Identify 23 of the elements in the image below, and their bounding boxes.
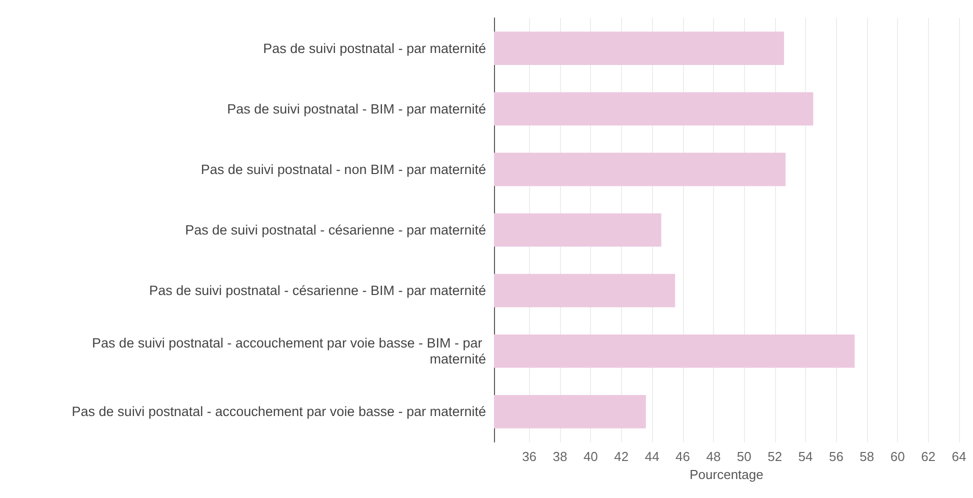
x-tick-label: 38 [552, 449, 568, 464]
x-tick-label: 48 [706, 449, 721, 464]
x-tick-label: 50 [736, 449, 752, 464]
x-tick-label: 44 [644, 449, 660, 464]
x-tick-label: 36 [522, 449, 537, 464]
x-tick-label: 62 [921, 449, 936, 464]
x-tick-label: 46 [676, 449, 690, 464]
x-tick-label: 40 [583, 449, 598, 464]
y-tick-label: Pas de suivi postnatal - césarienne - BIM - par maternité [149, 283, 486, 298]
y-tick-label: Pas de suivi postnatal - accouchement par voie basse - BIM - par maternité [92, 336, 486, 367]
y-tick-label: Pas de suivi postnatal - césarienne - par maternité [185, 222, 486, 238]
y-tick-label: Pas de suivi postnatal - accouchement par voie basse - par maternité [72, 404, 486, 420]
y-tick-label: Pas de suivi postnatal - non BIM - par maternité [200, 162, 486, 177]
x-tick-label: 56 [828, 449, 844, 464]
y-tick-label: Pas de suivi postnatal - par maternité [263, 40, 486, 56]
y-tick-label: Pas de suivi postnatal - BIM - par maternité [227, 101, 486, 116]
x-tick-label: 58 [860, 449, 874, 464]
x-axis-title: Pourcentage [690, 466, 764, 482]
x-tick-label: 64 [952, 449, 966, 464]
x-tick-label: 60 [890, 449, 905, 464]
x-tick-label: 52 [768, 449, 782, 464]
x-tick-label: 54 [798, 449, 813, 464]
x-tick-label: 42 [614, 449, 629, 464]
